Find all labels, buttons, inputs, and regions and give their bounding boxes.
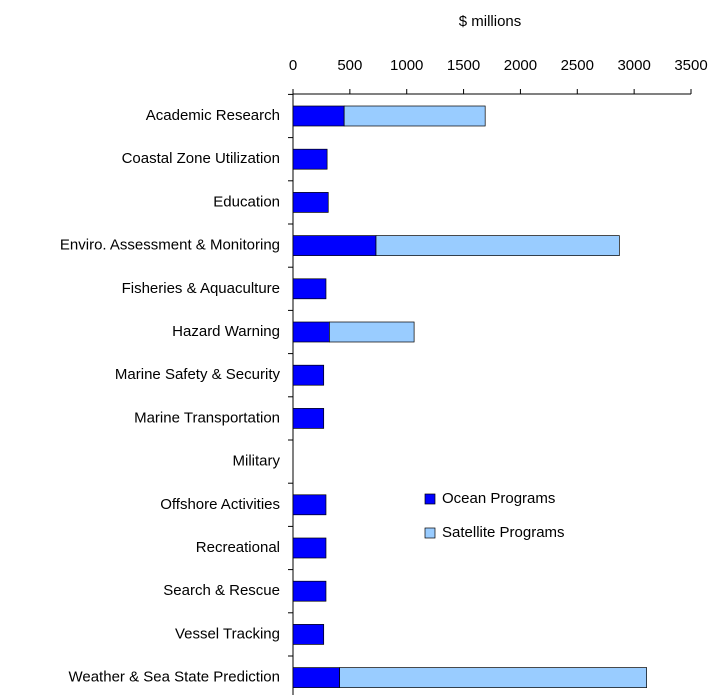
x-tick-label: 2000 — [504, 57, 537, 74]
bar — [292, 624, 325, 645]
bar — [292, 667, 340, 688]
x-tick-label: 3000 — [617, 57, 650, 74]
y-tick-label: Military — [233, 453, 281, 470]
axis-label: $ millions — [459, 13, 522, 30]
y-tick-label: Marine Safety & Security — [115, 366, 281, 383]
x-tick-label: 1000 — [390, 57, 423, 74]
y-tick-label: Coastal Zone Utilization — [122, 150, 280, 167]
bar — [292, 537, 327, 559]
bar — [292, 148, 328, 170]
y-tick-label: Education — [213, 193, 280, 210]
x-tick-label: 500 — [337, 57, 362, 74]
bar — [292, 364, 325, 386]
y-tick-label: Academic Research — [146, 107, 280, 124]
bar — [329, 321, 415, 343]
x-tick-label: 2500 — [561, 57, 594, 74]
y-tick-label: Recreational — [196, 539, 280, 556]
legend-label: Ocean Programs — [442, 490, 555, 507]
bar — [292, 580, 327, 602]
y-tick-label: Weather & Sea State Prediction — [68, 669, 280, 686]
y-tick-label: Marine Transportation — [134, 409, 280, 426]
bar — [339, 667, 648, 688]
x-tick-label: 3500 — [674, 57, 707, 74]
bar — [292, 235, 377, 256]
y-tick-label: Fisheries & Aquaculture — [122, 280, 280, 297]
bar — [292, 408, 325, 429]
y-tick-label: Search & Rescue — [163, 582, 280, 599]
y-tick-label: Vessel Tracking — [175, 625, 280, 642]
y-tick-label: Enviro. Assessment & Monitoring — [60, 237, 280, 254]
bar — [292, 192, 329, 213]
legend-swatch — [424, 527, 436, 539]
x-tick-label: 0 — [289, 57, 297, 74]
bar — [343, 105, 486, 127]
bar — [292, 494, 327, 516]
bar — [292, 278, 327, 300]
y-tick-label: Offshore Activities — [160, 496, 280, 513]
x-tick-label: 1500 — [447, 57, 480, 74]
legend-swatch — [424, 493, 436, 505]
y-tick-label: Hazard Warning — [172, 323, 280, 340]
bar — [292, 105, 345, 127]
legend-label: Satellite Programs — [442, 524, 565, 541]
bar — [292, 321, 330, 343]
bar — [375, 235, 620, 256]
